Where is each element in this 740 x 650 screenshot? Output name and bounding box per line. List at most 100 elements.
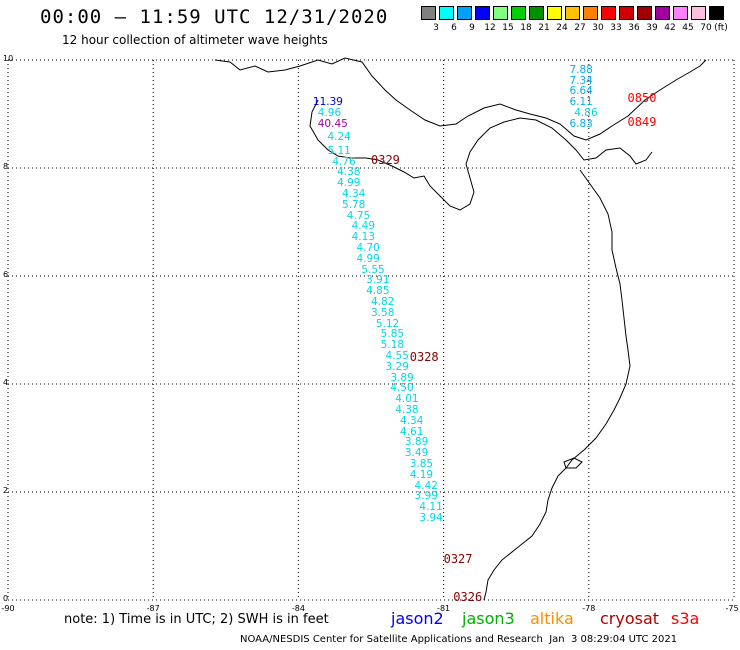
latitude-tick-label: 6 <box>3 270 9 279</box>
colorbar-label: 15 <box>502 23 514 33</box>
swh-value: 4.96 <box>317 107 342 119</box>
colorbar-label: 6 <box>451 23 457 33</box>
colorbar-label: 12 <box>484 23 496 33</box>
pass-time: 0850 <box>627 90 657 105</box>
colorbar-swatch <box>457 6 472 20</box>
longitude-tick-label: -75 <box>725 604 739 613</box>
swh-value: 3.85 <box>409 458 434 470</box>
legend-entry: s3a <box>671 609 700 628</box>
colorbar-swatch <box>673 6 688 20</box>
swh-value: 4.82 <box>371 296 395 308</box>
island <box>563 457 583 469</box>
pass-time: 0329 <box>371 152 400 167</box>
swh-value: 4.34 <box>341 188 366 200</box>
colorbar-swatch <box>655 6 670 20</box>
colorbar-swatch <box>547 6 562 20</box>
swh-value: 4.99 <box>356 252 380 265</box>
swh-value: 5.55 <box>361 263 385 276</box>
swh-value: 4.01 <box>395 393 419 406</box>
latitude-tick-label: 2 <box>3 486 9 495</box>
credit-line: NOAA/NESDIS Center for Satellite Applica… <box>240 634 678 645</box>
pass-time: 0326 <box>453 590 483 604</box>
colorbar-swatch <box>691 6 706 20</box>
colorbar-unit: (ft) <box>714 23 728 33</box>
colorbar-swatch <box>565 6 580 20</box>
swh-value: 4.61 <box>400 425 424 438</box>
swh-value: 5.12 <box>375 317 400 330</box>
legend-entry: jason2 <box>391 609 444 628</box>
swh-value: 5.11 <box>327 144 351 157</box>
swh-value: 40.45 <box>317 117 348 130</box>
colorbar-swatch <box>529 6 544 20</box>
swh-value: 5.18 <box>380 339 405 352</box>
swh-value: 3.94 <box>419 512 443 524</box>
swh-value: 4.11 <box>419 501 443 514</box>
colorbar-label: 3 <box>433 23 439 33</box>
colorbar-label: 42 <box>664 23 676 33</box>
longitude-tick-label: -81 <box>437 604 451 613</box>
swh-value: 3.29 <box>385 360 409 373</box>
colorbar-swatch <box>421 6 436 20</box>
colorbar-swatch <box>583 6 598 20</box>
legend-entry: altika <box>530 609 574 628</box>
swh-value: 4.38 <box>337 166 361 179</box>
map-title: 00:00 – 11:59 UTC 12/31/2020 <box>40 6 389 28</box>
swh-value: 3.58 <box>371 306 395 319</box>
swh-value: 4.13 <box>351 231 376 244</box>
swh-value: 4.19 <box>409 468 434 481</box>
colorbar-label: 21 <box>538 23 550 33</box>
colorbar-swatch <box>493 6 508 20</box>
colorbar-swatch <box>709 6 724 20</box>
colorbar-swatch <box>637 6 652 20</box>
latitude-tick-label: 10 <box>3 54 14 63</box>
swh-value: 3.99 <box>414 490 438 503</box>
swh-value: 4.55 <box>385 350 409 362</box>
swh-value: 4.85 <box>366 285 390 298</box>
colorbar-swatch <box>619 6 634 20</box>
swh-value: 4.86 <box>574 107 598 119</box>
pass-time: 0849 <box>627 114 657 129</box>
coastline <box>214 57 707 601</box>
lat-lon-grid <box>7 59 735 601</box>
colorbar-label: 9 <box>469 23 475 33</box>
longitude-tick-label: -84 <box>291 604 305 613</box>
footer-note: note: 1) Time is in UTC; 2) SWH is in fe… <box>64 612 329 627</box>
swh-value: 5.85 <box>380 328 405 341</box>
swh-value: 3.91 <box>366 274 390 287</box>
swh-value: 7.88 <box>569 63 593 76</box>
swh-value: 4.38 <box>395 404 419 416</box>
colorbar-label: 39 <box>646 23 658 33</box>
swh-value: 4.70 <box>356 242 380 254</box>
colorbar-label: 36 <box>628 23 640 33</box>
colorbar-label: 18 <box>520 23 532 33</box>
swh-value: 4.49 <box>351 220 376 233</box>
colorbar-swatch <box>511 6 526 20</box>
swh-value: 5.78 <box>341 198 366 211</box>
pass-time: 0327 <box>443 552 473 567</box>
colorbar-label: 33 <box>610 23 622 33</box>
swh-value: 7.34 <box>569 74 593 87</box>
pass-time: 0328 <box>409 349 439 364</box>
latitude-tick-label: 4 <box>3 378 9 387</box>
coastline-pacific <box>309 99 653 211</box>
swh-value: 11.39 <box>312 96 343 109</box>
swh-value: 4.99 <box>337 177 361 190</box>
swh-value: 4.34 <box>400 414 424 427</box>
longitude-tick-label: -90 <box>1 604 15 613</box>
longitude-tick-label: -78 <box>582 604 596 613</box>
coastline-north <box>214 57 707 141</box>
swh-value: 6.83 <box>569 117 593 130</box>
legend-entry: cryosat <box>600 609 660 628</box>
colorbar-swatch <box>439 6 454 20</box>
colorbar-label: 27 <box>574 23 586 33</box>
colorbar-swatch <box>601 6 616 20</box>
swh-value: 4.50 <box>390 382 414 395</box>
swh-value: 4.75 <box>346 209 371 222</box>
colorbar-label: 30 <box>592 23 604 33</box>
coastline-south-america <box>483 169 631 601</box>
colorbar-label: 70 <box>700 23 712 33</box>
swh-value: 4.42 <box>414 479 438 492</box>
swh-value: 4.24 <box>327 131 351 144</box>
swh-value: 3.89 <box>390 371 414 384</box>
